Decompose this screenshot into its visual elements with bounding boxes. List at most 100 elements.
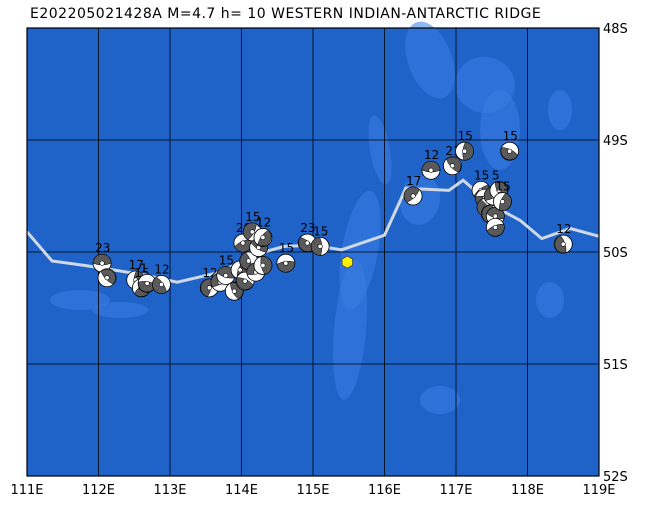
latitude-tick-label: 48S xyxy=(603,22,628,37)
focal-mechanism[interactable]: 12 xyxy=(421,148,441,180)
event-depth-label: 15 xyxy=(219,254,234,268)
p-axis-dot xyxy=(242,278,248,284)
event-depth-label: 23 xyxy=(95,241,110,255)
focal-mechanism[interactable]: 15 xyxy=(493,180,512,212)
lat-lon-grid xyxy=(27,28,599,476)
p-axis-dot xyxy=(507,148,513,154)
focal-mechanism[interactable]: 23 xyxy=(92,241,112,273)
p-axis-dot xyxy=(317,243,323,249)
latitude-tick-label: 50S xyxy=(603,246,628,261)
p-axis-dot xyxy=(283,260,289,266)
p-axis-dot xyxy=(249,229,255,235)
compression-quadrant xyxy=(276,260,296,273)
event-depth-label: 1 xyxy=(140,261,148,275)
p-axis-dot xyxy=(428,167,434,173)
focal-mechanism[interactable] xyxy=(97,268,117,288)
event-depth-label: 12 xyxy=(424,148,439,162)
p-axis-dot xyxy=(492,224,498,230)
event-depth-label: 17 xyxy=(406,174,421,188)
p-axis-dot xyxy=(462,148,468,154)
map-frame xyxy=(26,27,600,477)
p-axis-dot xyxy=(260,234,266,240)
bathymetry-features xyxy=(50,21,572,414)
latitude-tick-label: 49S xyxy=(603,134,628,149)
longitude-tick-label: 117E xyxy=(439,483,472,498)
bathymetry-patch xyxy=(536,282,564,318)
p-axis-dot xyxy=(99,260,105,266)
focal-mechanism[interactable]: 15 xyxy=(500,129,520,161)
bathymetry-patch xyxy=(420,386,460,414)
p-axis-dot xyxy=(496,187,502,193)
longitude-tick-label: 119E xyxy=(582,483,615,498)
event-depth-label: 5 xyxy=(492,168,500,182)
longitude-tick-label: 114E xyxy=(225,483,258,498)
p-axis-dot xyxy=(246,258,252,264)
longitude-tick-label: 113E xyxy=(153,483,186,498)
event-depth-label: 15 xyxy=(245,210,260,224)
p-axis-dot xyxy=(449,163,455,169)
p-axis-dot xyxy=(492,213,498,219)
p-axis-dot xyxy=(499,199,505,205)
longitude-tick-label: 116E xyxy=(368,483,401,498)
bathymetry-patch xyxy=(92,302,148,318)
longitude-tick-label: 112E xyxy=(82,483,115,498)
focal-mechanism[interactable]: 15 xyxy=(310,224,330,256)
epicenter-marker[interactable] xyxy=(341,255,353,269)
bathymetry-patch xyxy=(368,115,392,185)
longitude-tick-label: 115E xyxy=(296,483,329,498)
bathymetry-patch xyxy=(548,90,572,130)
focal-mechanism[interactable]: 12 xyxy=(253,215,273,247)
event-depth-label: 15 xyxy=(313,224,328,238)
compression-quadrant xyxy=(498,192,512,211)
p-axis-dot xyxy=(260,262,266,268)
compression-quadrant xyxy=(310,237,323,256)
focal-mechanism[interactable]: 12 xyxy=(152,262,171,294)
longitude-tick-label: 118E xyxy=(511,483,544,498)
focal-mechanism[interactable] xyxy=(253,256,273,275)
p-axis-dot xyxy=(304,240,310,246)
focal-mechanism[interactable]: 15 xyxy=(455,129,474,161)
longitude-tick-label: 111E xyxy=(10,483,43,498)
p-axis-dot xyxy=(410,193,416,199)
focal-mechanism[interactable]: 12 xyxy=(553,222,573,254)
p-axis-dot xyxy=(237,267,243,273)
bathymetry-patch xyxy=(50,290,110,310)
event-depth-label: 12 xyxy=(154,262,169,276)
bathymetry-patch xyxy=(332,260,368,400)
event-depth-label: 12 xyxy=(256,215,271,229)
focal-mechanism[interactable]: 15 xyxy=(276,241,296,273)
p-axis-dot xyxy=(104,275,110,281)
latitude-axis: 48S 49S 50S 51S 52S xyxy=(603,22,628,485)
p-axis-dot xyxy=(158,281,164,287)
p-axis-dot xyxy=(231,288,237,294)
focal-mechanism[interactable]: 17 xyxy=(403,174,423,206)
event-depth-label: 12 xyxy=(556,222,571,236)
p-axis-dot xyxy=(206,285,212,291)
event-depth-label: 17 xyxy=(129,258,144,272)
bathymetry-patch xyxy=(405,21,455,99)
focal-mechanism[interactable]: 15 xyxy=(216,254,236,285)
p-axis-dot xyxy=(560,241,566,247)
latitude-tick-label: 51S xyxy=(603,358,628,373)
event-depth-label: 15 xyxy=(458,129,473,143)
event-depth-label: 15 xyxy=(474,168,489,182)
p-axis-dot xyxy=(144,280,150,286)
compression-quadrant xyxy=(421,161,441,173)
event-depth-label: 23 xyxy=(300,221,315,235)
compression-quadrant xyxy=(486,223,505,237)
latitude-tick-label: 52S xyxy=(603,470,628,485)
map-title: E202205021428A M=4.7 h= 10 WESTERN INDIA… xyxy=(30,6,542,22)
event-depth-label: 15 xyxy=(503,129,518,143)
event-depth-label: 15 xyxy=(495,180,510,194)
p-axis-dot xyxy=(240,240,246,246)
compression-quadrant xyxy=(462,141,474,161)
longitude-axis: 111E 112E 113E 114E 115E 116E 117E 118E 119E xyxy=(10,483,615,498)
compression-quadrant xyxy=(554,235,567,254)
p-axis-dot xyxy=(223,273,229,279)
event-depth-label: 15 xyxy=(279,241,294,255)
compression-quadrant xyxy=(260,256,273,275)
focal-mechanism[interactable] xyxy=(485,217,505,237)
compression-quadrant xyxy=(92,253,112,266)
